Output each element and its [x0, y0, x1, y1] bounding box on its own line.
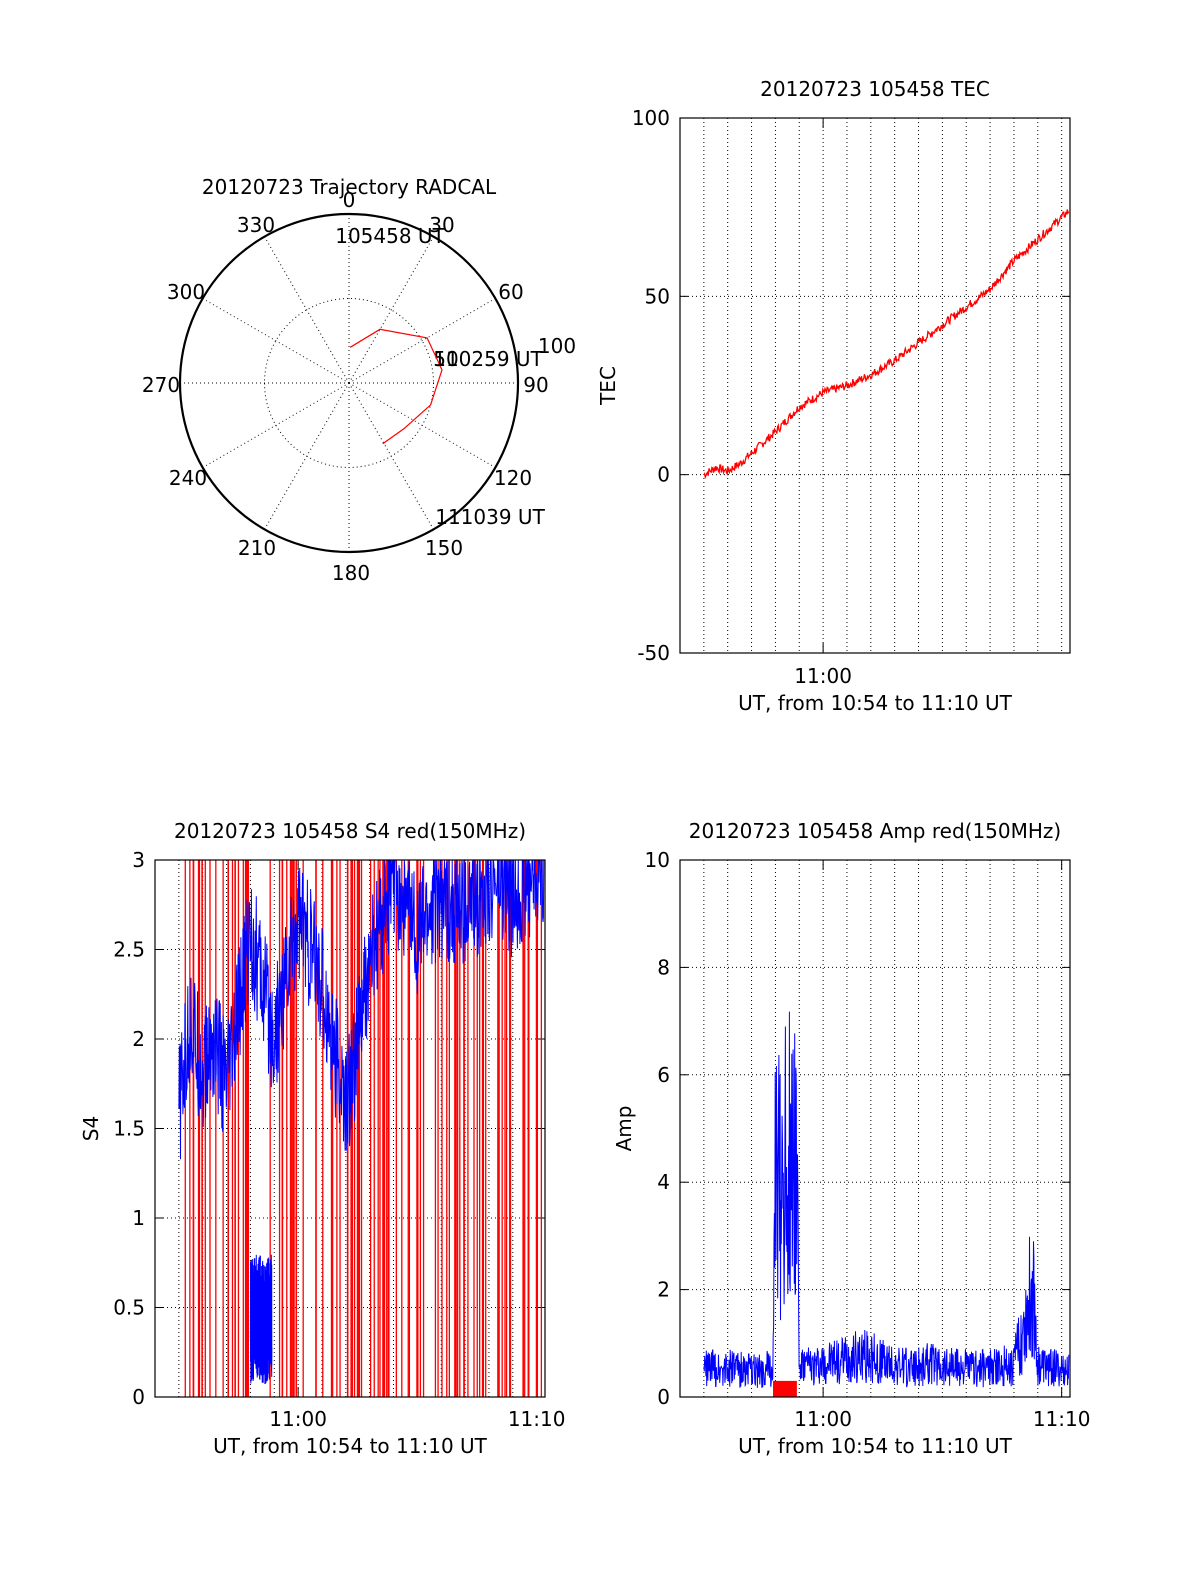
azimuth-label-240: 240: [169, 466, 207, 490]
trajectory-line: [349, 328, 443, 445]
y-axis-label: TEC: [596, 366, 620, 406]
ytick-label: 2.5: [113, 938, 145, 962]
ytick-label: 50: [645, 284, 670, 308]
trajectory-start-label: 105458 UT: [335, 224, 445, 248]
polar-spoke-150: [348, 382, 434, 530]
ytick-label: 8: [657, 955, 670, 979]
polar-spoke-300: [202, 298, 350, 384]
tec-plot: -50 0 50 100 11:00 20120723 105458 TEC UT, fro…: [596, 77, 1071, 715]
series-1: [249, 1254, 273, 1385]
polar-spoke-30: [348, 236, 434, 384]
plot-frame: [679, 859, 1071, 1398]
azimuth-label-30: 30: [429, 213, 454, 237]
trajectory-end-label: 111039 UT: [435, 505, 545, 529]
polar-trajectory-plot: 20120723 Trajectory RADCAL 0 30 60 90 120 150…: [142, 175, 576, 585]
y-axis-label: Amp: [612, 1106, 636, 1152]
xtick-label: 11:10: [1033, 1407, 1091, 1431]
ytick-label: 1.5: [113, 1117, 145, 1141]
ytick-label: 0: [657, 463, 670, 487]
xtick-label: 11:00: [794, 1407, 852, 1431]
polar-trajectory: [349, 328, 443, 445]
s4-plot: 0 0.5 1 1.5 2 2.5 3 11:00 11:10 20120723 105458 S…: [79, 819, 565, 1458]
trajectory-mid-label: 110259 UT: [433, 347, 543, 371]
ytick-label: 10: [645, 848, 670, 872]
polar-spoke-330: [264, 236, 350, 384]
azimuth-label-90: 90: [523, 373, 548, 397]
ytick-label: 2: [132, 1027, 145, 1051]
plot-title: 20120723 105458 TEC: [760, 77, 990, 101]
series-0: [703, 1011, 1070, 1388]
plot-title: 20120723 105458 S4 red(150MHz): [174, 819, 526, 843]
ytick-label: -50: [637, 641, 670, 665]
series-0: [703, 209, 1070, 480]
ring-label-100: 100: [538, 334, 576, 358]
polar-grid: [178, 212, 520, 554]
ytick-label: 6: [657, 1063, 670, 1087]
series-1: [773, 1380, 797, 1397]
polar-spoke-120: [348, 382, 496, 468]
x-axis-label: UT, from 10:54 to 11:10 UT: [213, 1434, 488, 1458]
azimuth-label-210: 210: [238, 536, 276, 560]
ytick-label: 0: [657, 1385, 670, 1409]
plot-frame: [154, 859, 546, 1398]
polar-title: 20120723 Trajectory RADCAL: [202, 175, 497, 199]
polar-spoke-60: [348, 298, 496, 384]
azimuth-label-150: 150: [425, 536, 463, 560]
xtick-label: 11:00: [794, 664, 852, 688]
y-axis-label: S4: [79, 1116, 103, 1141]
azimuth-label-0: 0: [343, 188, 356, 212]
ytick-label: 3: [132, 848, 145, 872]
xtick-label: 11:10: [508, 1407, 566, 1431]
amp-plot: 0 2 4 6 8 10 11:00 11:10 20120723 105458 Amp red…: [612, 819, 1090, 1458]
azimuth-label-180: 180: [332, 561, 370, 585]
ytick-label: 2: [657, 1278, 670, 1302]
ytick-label: 4: [657, 1170, 670, 1194]
azimuth-label-330: 330: [237, 213, 275, 237]
azimuth-label-120: 120: [494, 466, 532, 490]
azimuth-label-270: 270: [142, 373, 180, 397]
azimuth-label-300: 300: [167, 280, 205, 304]
polar-spoke-210: [264, 382, 350, 530]
ytick-label: 0: [132, 1385, 145, 1409]
x-axis-label: UT, from 10:54 to 11:10 UT: [738, 691, 1013, 715]
azimuth-label-60: 60: [498, 280, 523, 304]
x-axis-label: UT, from 10:54 to 11:10 UT: [738, 1434, 1013, 1458]
series-0: [178, 859, 545, 1160]
ytick-label: 100: [632, 106, 670, 130]
ytick-label: 0.5: [113, 1296, 145, 1320]
plot-frame: [679, 117, 1071, 654]
plot-title: 20120723 105458 Amp red(150MHz): [689, 819, 1061, 843]
ytick-label: 1: [132, 1206, 145, 1230]
polar-spoke-240: [202, 382, 350, 468]
xtick-label: 11:00: [269, 1407, 327, 1431]
